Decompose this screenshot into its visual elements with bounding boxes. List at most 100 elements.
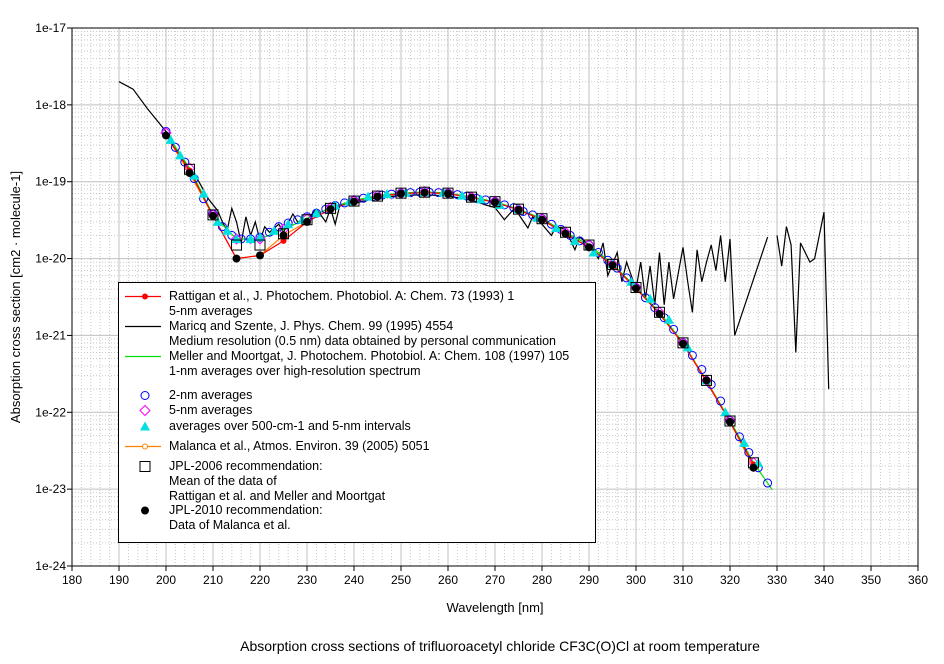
data-point: [585, 243, 593, 252]
legend-swatch: [125, 443, 161, 450]
data-point: [677, 337, 689, 349]
data-point: [198, 188, 209, 198]
data-point: [348, 195, 360, 207]
legend-label: Malanca et al., Atmos. Environ. 39 (2005…: [169, 439, 430, 453]
legend-label: JPL-2006 recommendation:: [169, 459, 323, 473]
y-tick-label: 1e-22: [35, 405, 66, 419]
legend-label: Medium resolution (0.5 nm) data obtained…: [169, 334, 557, 348]
data-point: [139, 404, 151, 417]
data-point: [165, 134, 176, 144]
x-tick-label: 220: [250, 573, 270, 587]
data-point: [311, 208, 322, 218]
title-text: Absorption cross sections of trifluoroac…: [240, 638, 760, 654]
y-tick-label: 1e-24: [35, 559, 66, 573]
data-point: [669, 324, 679, 334]
legend-swatch: [140, 421, 150, 431]
data-point: [231, 239, 242, 251]
data-point: [140, 391, 150, 400]
data-point: [622, 273, 632, 283]
data-point: [232, 254, 241, 263]
legend-label: 5-nm averages: [169, 304, 253, 318]
data-point: [608, 261, 617, 270]
data-point: [140, 421, 150, 431]
data-point: [491, 198, 499, 207]
data-point: [372, 190, 383, 202]
data-point: [326, 205, 335, 214]
x-tick-label: 240: [344, 573, 364, 587]
data-point: [209, 211, 217, 220]
x-tick-label: 330: [767, 573, 787, 587]
x-tick-label: 230: [297, 573, 317, 587]
y-tick-label: 1e-21: [35, 328, 66, 342]
data-point: [283, 219, 294, 229]
series-8: [162, 131, 758, 472]
legend-swatch: [139, 404, 151, 417]
data-point: [739, 437, 750, 447]
data-point: [720, 407, 731, 417]
x-tick-label: 350: [861, 573, 881, 587]
data-point: [442, 187, 454, 199]
y-tick-label: 1e-23: [35, 482, 66, 496]
legend-swatch: [125, 325, 161, 328]
data-point: [489, 196, 501, 208]
x-tick-label: 190: [109, 573, 129, 587]
data-point: [701, 374, 712, 386]
data-point: [381, 189, 392, 199]
data-point: [749, 463, 758, 472]
x-tick-label: 210: [203, 573, 223, 587]
y-tick-label: 1e-17: [35, 21, 66, 35]
data-point: [256, 251, 264, 260]
data-point: [561, 229, 570, 238]
data-point: [269, 225, 280, 235]
legend: Rattigan et al., J. Photochem. Photobiol…: [118, 282, 596, 543]
data-point: [687, 350, 697, 360]
data-point: [626, 276, 637, 286]
data-point: [663, 314, 674, 324]
data-point: [763, 478, 773, 488]
legend-label: 2-nm averages: [169, 388, 253, 402]
data-point: [724, 415, 736, 427]
data-point: [467, 193, 476, 202]
data-point: [551, 222, 562, 232]
x-axis-label: Wavelength [nm]: [446, 600, 543, 615]
legend-label: JPL-2010 recommendation:: [169, 503, 323, 517]
data-point: [279, 231, 288, 240]
data-point: [175, 150, 186, 160]
x-tick-label: 340: [814, 573, 834, 587]
legend-swatch: [139, 461, 151, 472]
data-point: [466, 191, 477, 203]
data-point: [373, 192, 382, 201]
data-point: [607, 258, 618, 270]
legend-label: 5-nm averages: [169, 403, 253, 417]
data-point: [231, 233, 242, 243]
data-point: [475, 194, 486, 204]
data-point: [280, 237, 287, 244]
x-tick-label: 260: [438, 573, 458, 587]
legend-label: Rattigan et al. and Meller and Moortgat: [169, 489, 386, 503]
x-tick-label: 200: [156, 573, 176, 587]
data-point: [189, 170, 200, 180]
data-point: [630, 282, 642, 294]
x-tick-label: 290: [579, 573, 599, 587]
data-point: [325, 202, 336, 214]
data-point: [744, 447, 754, 457]
data-point: [142, 443, 148, 450]
data-point: [230, 233, 243, 245]
legend-swatch: [125, 355, 161, 358]
data-point: [679, 339, 687, 348]
data-point: [255, 232, 265, 242]
x-tick-label: 280: [532, 573, 552, 587]
data-point: [632, 284, 640, 293]
data-point: [588, 247, 599, 257]
y-tick-label: 1e-18: [35, 98, 66, 112]
data-point: [363, 191, 374, 201]
data-point: [185, 168, 194, 177]
legend-label: 1-nm averages over high-resolution spect…: [169, 364, 421, 378]
data-point: [457, 190, 468, 200]
legend-swatch: [125, 293, 161, 300]
x-tick-label: 300: [626, 573, 646, 587]
data-point: [162, 131, 170, 140]
chart-title: Absorption cross sections of trifluoroac…: [0, 638, 944, 654]
data-point: [303, 217, 311, 226]
